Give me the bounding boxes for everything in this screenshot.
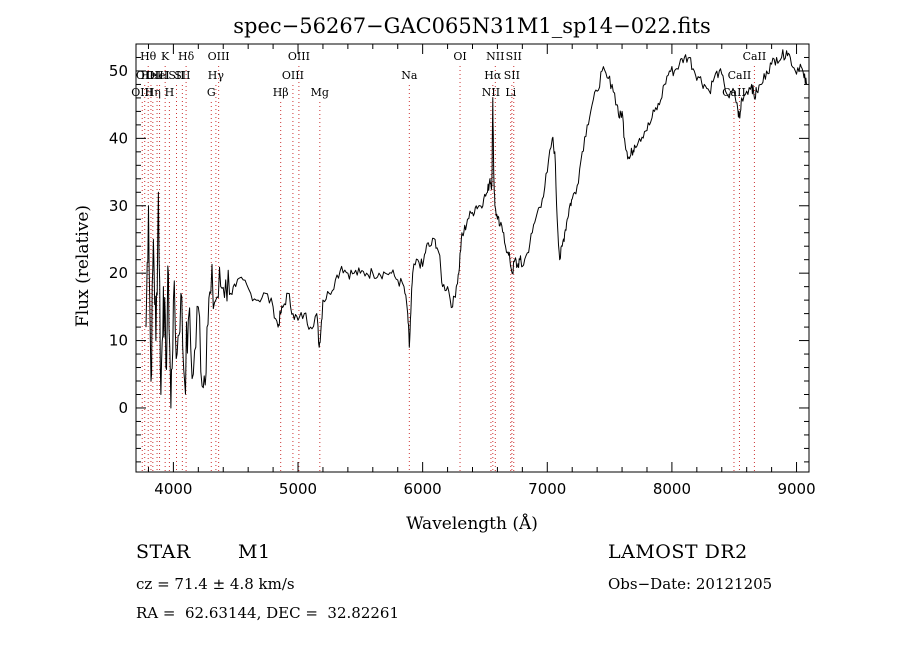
chart-title: spec−56267−GAC065N31M1_sp14−022.fits	[233, 14, 710, 38]
x-tick-label: 8000	[653, 480, 691, 498]
line-marker-label: G	[207, 86, 216, 99]
x-tick-label: 6000	[404, 480, 442, 498]
object-class: STAR	[136, 541, 191, 563]
axis-ticks	[136, 43, 809, 472]
line-marker-label: SII	[504, 69, 520, 82]
coordinates: RA = 62.63144, DEC = 32.82261	[136, 604, 400, 622]
y-tick-label: 10	[109, 332, 128, 350]
redshift-readout: cz = 71.4 ± 4.8 km/s	[136, 575, 295, 593]
line-marker-label: NII	[482, 86, 500, 99]
x-tick-label: 5000	[279, 480, 317, 498]
spectral-line-labels: OIIIOIIHθHeIHηOIIIHeIKHSIISIIHδGHγOIIIHβ…	[131, 50, 766, 99]
line-marker-label: OIII	[208, 50, 230, 63]
line-marker-label: HeI	[149, 69, 169, 82]
y-tick-label: 40	[109, 129, 128, 147]
line-marker-label: SII	[506, 50, 522, 63]
y-tick-label: 0	[118, 399, 128, 417]
y-axis-label: Flux (relative)	[73, 205, 93, 327]
line-marker-label: Hθ	[140, 50, 157, 63]
x-axis-label: Wavelength (Å)	[406, 513, 538, 534]
line-marker-label: Hα	[484, 69, 502, 82]
spectrum-line	[145, 49, 807, 409]
axis-tick-labels: 4000 5000 6000 7000 8000 9000 0 10 20 30 40 50	[109, 62, 816, 498]
line-marker-label: Hδ	[178, 50, 195, 63]
line-marker-label: OIII	[131, 86, 153, 99]
x-tick-label: 4000	[154, 480, 192, 498]
line-marker-label: Mg	[311, 86, 329, 99]
object-subclass: M1	[238, 541, 271, 563]
line-marker-label: Hγ	[208, 69, 225, 82]
x-tick-label: 9000	[777, 480, 815, 498]
line-marker-label: OII	[136, 69, 154, 82]
line-marker-label: OIII	[288, 50, 310, 63]
obs-date: Obs−Date: 20121205	[608, 575, 773, 593]
line-marker-label: Na	[401, 69, 418, 82]
line-marker-label: CaII	[722, 86, 746, 99]
line-marker-label: OIII	[282, 69, 304, 82]
survey-name: LAMOST DR2	[608, 541, 748, 563]
y-tick-label: 30	[109, 197, 128, 215]
line-marker-label: Hη	[145, 86, 161, 99]
spectral-line-markers	[141, 66, 755, 472]
line-marker-label: SII	[174, 69, 190, 82]
line-marker-label: HeI	[141, 69, 161, 82]
y-tick-label: 50	[109, 62, 128, 80]
line-marker-label: NII	[486, 50, 504, 63]
line-marker-label: CaII	[728, 69, 752, 82]
line-marker-label: SII	[168, 69, 184, 82]
x-tick-label: 7000	[528, 480, 566, 498]
line-marker-label: H	[165, 86, 175, 99]
line-marker-label: K	[161, 50, 170, 63]
line-marker-label: OIII	[146, 69, 168, 82]
plot-frame	[135, 43, 810, 473]
line-marker-label: CaII	[743, 50, 767, 63]
line-marker-label: Hβ	[273, 86, 289, 99]
line-marker-label: OI	[453, 50, 466, 63]
y-tick-label: 20	[109, 264, 128, 282]
line-marker-label: Li	[505, 86, 516, 99]
